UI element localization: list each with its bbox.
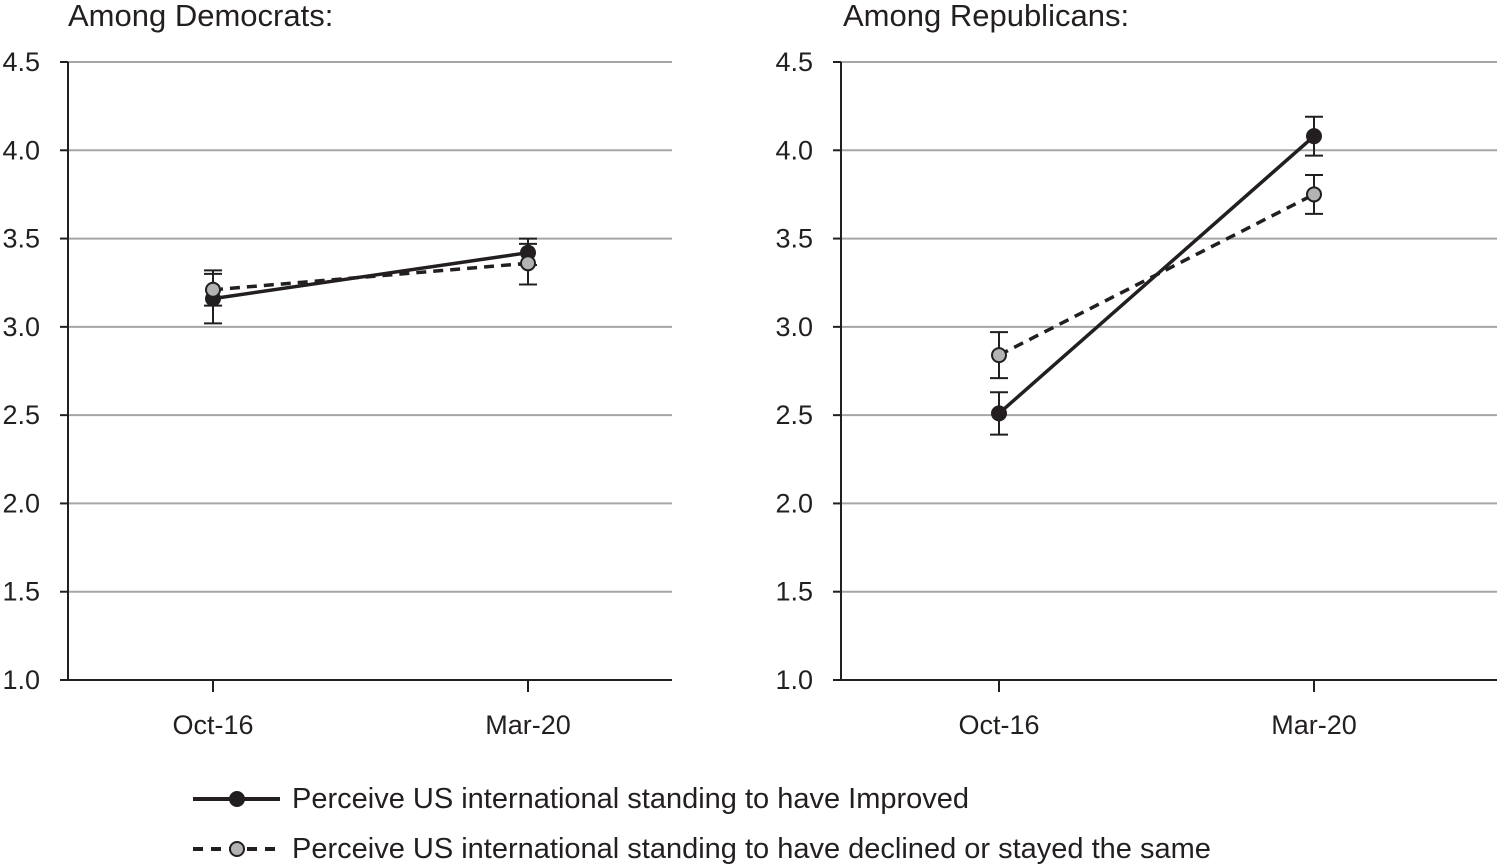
panel-title: Among Democrats: (68, 0, 333, 33)
legend-item-improved: Perceive US international standing to ha… (193, 783, 969, 815)
y-tick-label: 1.5 (775, 577, 813, 607)
y-tick-label: 1.0 (2, 665, 40, 695)
legend-marker-declined (229, 841, 245, 857)
series-line (998, 192, 1315, 357)
series-improved (204, 237, 537, 325)
series-declined (990, 174, 1323, 380)
y-tick-label: 3.0 (2, 312, 40, 342)
data-point (991, 347, 1007, 364)
y-tick-label: 4.5 (775, 47, 813, 77)
chart-panels: Among Democrats: 1.0 1.5 2.0 2.5 3.0 3.5 4.0 4.5… (2, 0, 1497, 740)
series-line (212, 261, 529, 292)
x-tick-label: Mar-20 (485, 710, 571, 740)
chart-panel-1: Among Democrats: 1.0 1.5 2.0 2.5 3.0 3.5 4.0 4.5… (2, 0, 672, 740)
y-tick-label: 3.5 (775, 224, 813, 254)
chart-panel-2: Among Republicans: 1.0 1.5 2.0 2.5 3.0 3.5 4.0 4… (775, 0, 1497, 740)
y-tick-label: 2.0 (2, 488, 40, 518)
legend: Perceive US international standing to ha… (193, 783, 1211, 865)
y-tick-label: 1.5 (2, 577, 40, 607)
data-point (520, 255, 536, 272)
data-point (205, 281, 221, 298)
data-point (1306, 186, 1322, 203)
data-point (1306, 128, 1322, 145)
legend-label-declined: Perceive US international standing to ha… (292, 833, 1211, 865)
legend-marker-improved (229, 791, 245, 807)
x-tick-label: Oct-16 (172, 710, 253, 740)
y-tick-label: 4.5 (2, 47, 40, 77)
y-tick-label: 3.0 (775, 312, 813, 342)
y-tick-label: 2.0 (775, 488, 813, 518)
y-tick-label: 3.5 (2, 224, 40, 254)
data-point (991, 405, 1007, 422)
x-tick-label: Oct-16 (958, 710, 1039, 740)
y-tick-label: 2.5 (2, 400, 40, 430)
y-tick-label: 2.5 (775, 400, 813, 430)
series-declined (204, 242, 537, 307)
y-tick-label: 1.0 (775, 665, 813, 695)
y-tick-label: 4.0 (775, 135, 813, 165)
panel-title: Among Republicans: (843, 0, 1129, 33)
legend-label-improved: Perceive US international standing to ha… (292, 783, 969, 815)
y-tick-label: 4.0 (2, 135, 40, 165)
legend-item-declined: Perceive US international standing to ha… (193, 833, 1211, 865)
x-tick-label: Mar-20 (1271, 710, 1357, 740)
